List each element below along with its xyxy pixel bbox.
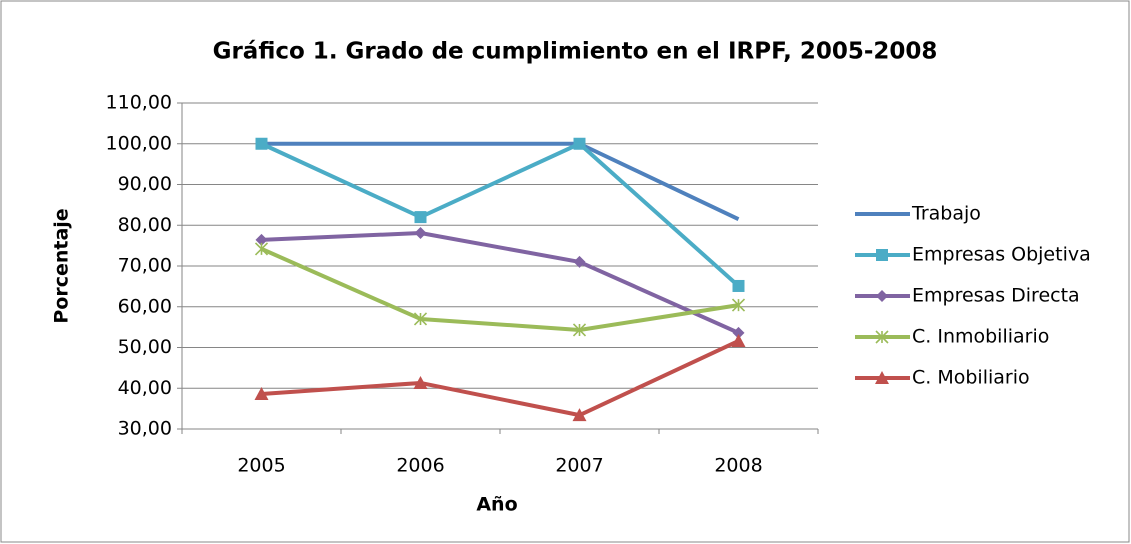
marker [254,242,269,256]
series-line [261,230,740,335]
marker [414,226,427,239]
legend-label: Empresas Directa [912,285,1080,307]
legend-label: Empresas Objetiva [912,244,1091,266]
marker [731,333,746,347]
series-line [261,339,740,418]
series-line [260,247,739,332]
marker [414,211,427,224]
y-tick-label: 80,00 [118,214,172,236]
series-line [260,141,740,288]
series-line [261,141,740,221]
marker [572,408,587,422]
y-tick-label: 60,00 [118,295,172,317]
marker [254,386,269,400]
y-axis-title: Porcentaje [51,208,73,323]
y-tick-label: 50,00 [118,336,172,358]
x-tick-label: 2008 [714,455,762,477]
legend-label: C. Inmobiliario [912,326,1049,348]
x-tick-label: 2007 [555,455,603,477]
x-tick-label: 2006 [396,455,444,477]
x-axis-title: Año [476,494,517,516]
marker [875,371,889,384]
marker [876,249,888,261]
legend-label: Trabajo [911,203,981,225]
chart-title: Gráfico 1. Grado de cumplimiento en el I… [213,39,938,65]
y-tick-label: 30,00 [118,418,172,440]
marker [732,326,745,339]
marker [573,255,586,268]
y-tick-label: 110,00 [106,92,172,114]
marker [255,233,268,246]
marker [876,290,888,302]
marker [731,298,746,312]
marker [413,312,428,326]
marker [573,137,586,150]
y-tick-label: 90,00 [118,173,172,195]
marker [413,375,428,389]
marker [732,279,745,292]
x-tick-label: 2005 [237,455,285,477]
y-tick-label: 70,00 [118,255,172,277]
marker [875,330,889,344]
marker [255,137,268,150]
marker [572,323,587,337]
legend-label: C. Mobiliario [912,367,1030,389]
y-tick-label: 100,00 [106,132,172,154]
y-tick-label: 40,00 [118,377,172,399]
